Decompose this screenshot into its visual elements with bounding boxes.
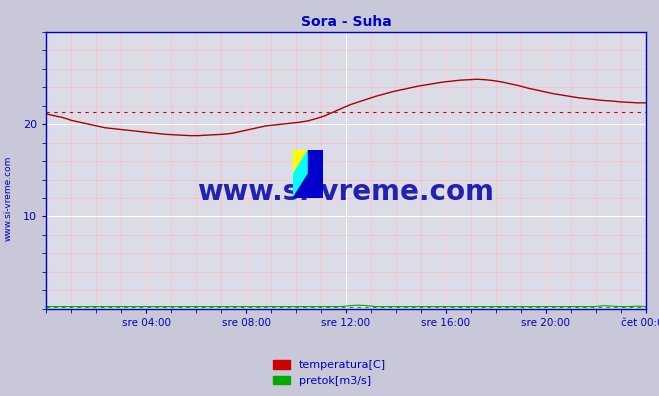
- Title: Sora - Suha: Sora - Suha: [301, 15, 391, 29]
- Polygon shape: [293, 150, 308, 198]
- Legend: temperatura[C], pretok[m3/s]: temperatura[C], pretok[m3/s]: [269, 356, 390, 390]
- Text: www.si-vreme.com: www.si-vreme.com: [3, 155, 13, 241]
- Polygon shape: [308, 150, 323, 198]
- Text: www.si-vreme.com: www.si-vreme.com: [198, 179, 494, 206]
- Polygon shape: [293, 174, 308, 198]
- Polygon shape: [293, 150, 308, 174]
